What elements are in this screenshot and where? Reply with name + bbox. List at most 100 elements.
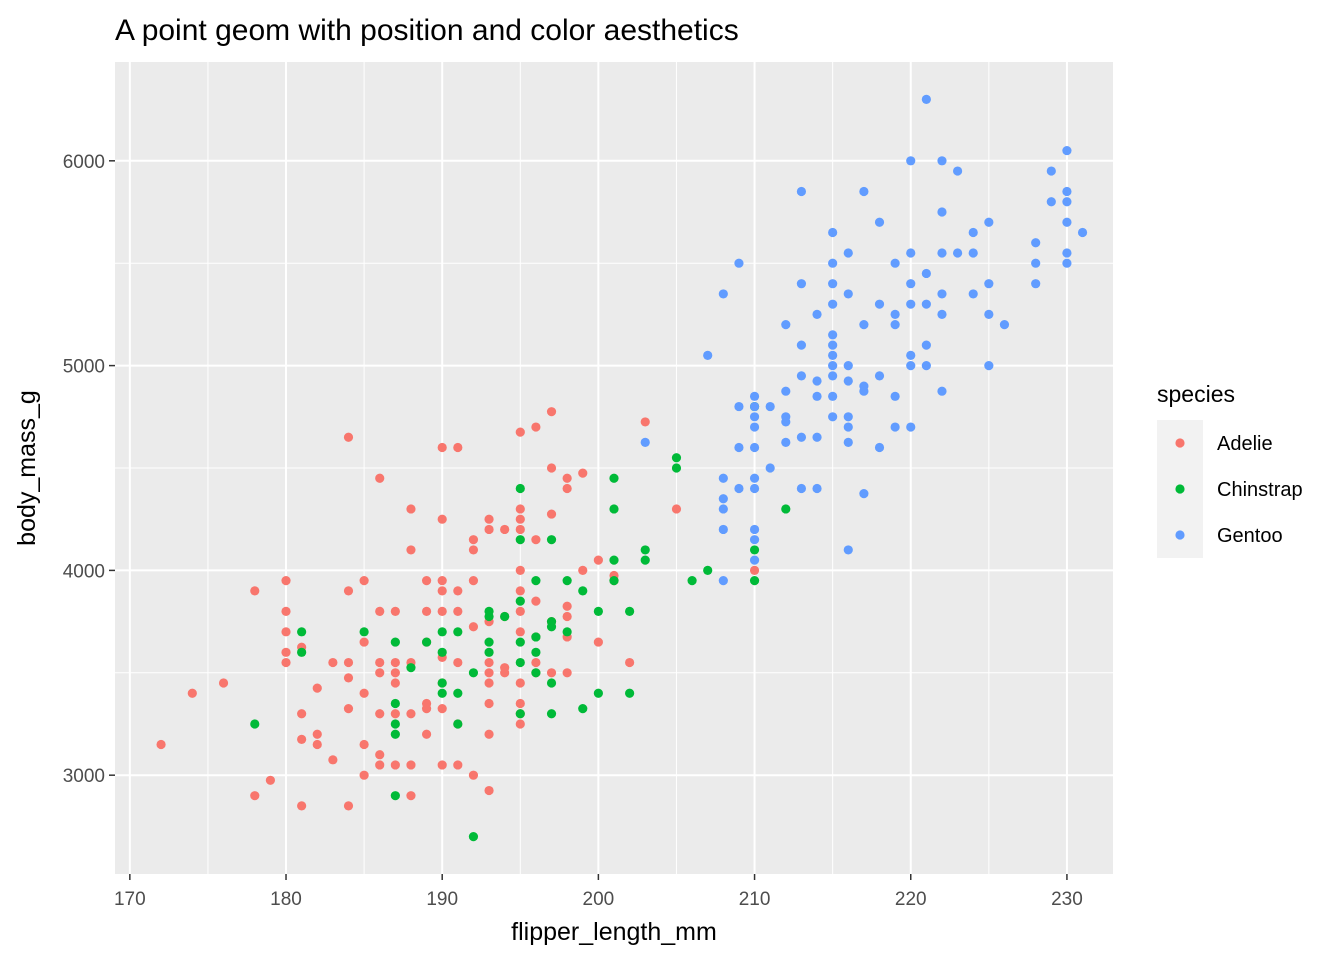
point-gentoo (1046, 166, 1056, 176)
point-chinstrap (515, 483, 525, 494)
point-adelie (515, 427, 525, 437)
point-adelie (265, 775, 276, 785)
point-chinstrap (484, 647, 494, 657)
point-adelie (562, 601, 572, 611)
point-gentoo (734, 401, 744, 412)
point-chinstrap (531, 668, 541, 678)
point-adelie (297, 709, 307, 719)
point-gentoo (765, 401, 775, 412)
y-axis: 3000 4000 5000 6000 (63, 152, 115, 787)
point-gentoo (1062, 145, 1072, 156)
point-gentoo (1031, 279, 1041, 289)
point-adelie (359, 739, 369, 750)
point-adelie (375, 657, 385, 668)
point-gentoo (828, 227, 838, 238)
point-gentoo (921, 361, 931, 371)
point-gentoo (781, 412, 791, 422)
point-chinstrap (515, 709, 525, 719)
point-gentoo (1046, 197, 1056, 207)
point-adelie (375, 760, 385, 770)
point-gentoo (749, 401, 760, 412)
point-chinstrap (609, 473, 619, 483)
point-gentoo (890, 309, 900, 320)
point-chinstrap (546, 535, 557, 545)
chart-title: A point geom with position and color aes… (115, 14, 739, 47)
point-adelie (484, 657, 494, 668)
point-adelie (562, 668, 572, 678)
point-adelie (500, 524, 510, 535)
point-adelie (421, 698, 432, 709)
point-adelie (625, 657, 635, 668)
point-gentoo (843, 437, 853, 448)
point-chinstrap (297, 647, 307, 657)
point-adelie (437, 442, 447, 453)
point-chinstrap (578, 586, 588, 596)
point-adelie (281, 606, 291, 616)
point-adelie (187, 688, 197, 698)
point-chinstrap (390, 791, 400, 801)
point-gentoo (1031, 238, 1041, 248)
point-gentoo (843, 289, 853, 299)
point-gentoo (921, 268, 931, 279)
point-chinstrap (297, 627, 307, 637)
point-gentoo (999, 320, 1010, 330)
point-chinstrap (390, 637, 400, 647)
legend: species Adelie Chinstrap Gentoo (1157, 381, 1303, 558)
point-gentoo (984, 279, 994, 289)
point-chinstrap (640, 555, 650, 565)
legend-label-gentoo: Gentoo (1217, 525, 1283, 547)
point-adelie (250, 791, 260, 801)
point-chinstrap (406, 663, 416, 673)
point-adelie (406, 709, 416, 719)
point-gentoo (921, 340, 931, 350)
point-gentoo (734, 483, 744, 494)
point-adelie (468, 576, 479, 586)
point-gentoo (765, 463, 775, 473)
point-gentoo (734, 442, 744, 453)
point-gentoo (984, 217, 994, 227)
point-adelie (546, 668, 557, 678)
point-gentoo (640, 437, 650, 448)
point-gentoo (906, 350, 916, 360)
point-adelie (749, 565, 760, 575)
point-chinstrap (453, 719, 463, 729)
point-gentoo (828, 361, 838, 371)
legend-label-adelie: Adelie (1217, 433, 1273, 455)
point-gentoo (828, 279, 838, 289)
point-adelie (343, 586, 354, 596)
point-gentoo (968, 289, 978, 299)
point-gentoo (812, 309, 822, 320)
point-chinstrap (640, 545, 650, 555)
point-gentoo (937, 207, 947, 217)
point-chinstrap (515, 535, 525, 545)
point-gentoo (812, 376, 822, 386)
x-tick-label: 200 (583, 889, 615, 910)
point-adelie (578, 565, 588, 575)
point-gentoo (843, 248, 853, 258)
point-adelie (453, 586, 463, 596)
point-gentoo (874, 371, 885, 381)
point-adelie (515, 627, 525, 637)
point-chinstrap (390, 719, 400, 729)
point-adelie (281, 576, 291, 586)
point-chinstrap (531, 576, 541, 586)
point-gentoo (874, 217, 885, 227)
point-adelie (546, 407, 557, 417)
point-gentoo (952, 166, 963, 176)
point-chinstrap (609, 555, 619, 565)
point-adelie (531, 422, 541, 432)
point-adelie (515, 606, 525, 616)
point-gentoo (828, 258, 838, 268)
point-adelie (343, 801, 354, 811)
x-tick-label: 230 (1051, 889, 1083, 910)
point-gentoo (718, 289, 728, 299)
point-adelie (406, 791, 416, 801)
point-adelie (515, 524, 525, 535)
x-tick-label: 190 (426, 889, 458, 910)
point-gentoo (796, 483, 807, 494)
point-chinstrap (515, 657, 525, 668)
point-gentoo (828, 299, 838, 309)
point-adelie (343, 704, 354, 714)
point-adelie (546, 463, 557, 473)
point-gentoo (796, 186, 807, 197)
